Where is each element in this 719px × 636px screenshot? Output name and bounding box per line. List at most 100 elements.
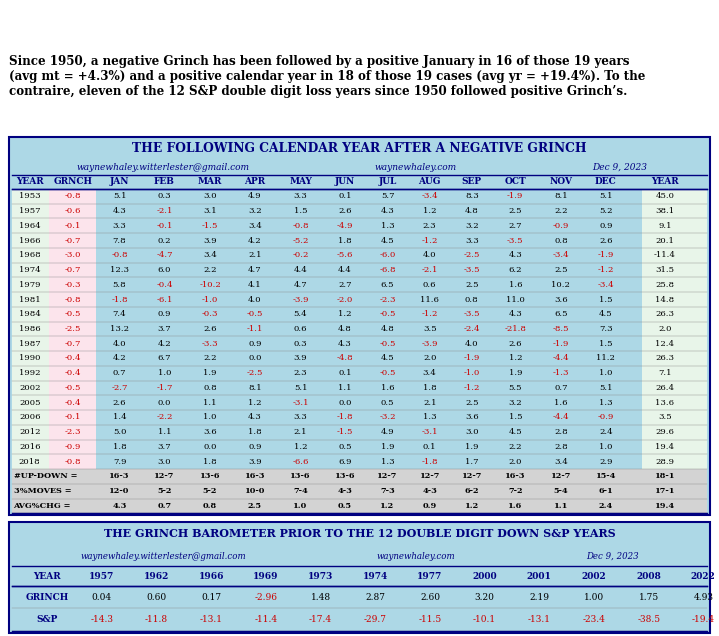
Bar (49, 380, 96, 396)
Text: 2.6: 2.6 (599, 237, 613, 245)
Text: 4-3: 4-3 (337, 487, 352, 495)
Text: 0.0: 0.0 (203, 443, 217, 451)
Text: 1.6: 1.6 (381, 384, 394, 392)
Text: #UP-DOWN =: #UP-DOWN = (14, 473, 77, 480)
Text: -0.7: -0.7 (65, 266, 81, 274)
Text: 3.7: 3.7 (157, 325, 171, 333)
Text: 3.0: 3.0 (203, 192, 217, 200)
Text: 4.5: 4.5 (508, 428, 522, 436)
Text: 13-6: 13-6 (200, 473, 220, 480)
Text: 1992: 1992 (19, 370, 40, 377)
Text: 3.20: 3.20 (475, 593, 495, 602)
Text: 4.2: 4.2 (157, 340, 171, 348)
Text: -0.3: -0.3 (65, 280, 81, 289)
Text: 0.60: 0.60 (147, 593, 167, 602)
Text: 0.1: 0.1 (338, 370, 352, 377)
Bar (12, 277, 49, 292)
Text: 4.8: 4.8 (338, 325, 352, 333)
Text: 1.9: 1.9 (508, 370, 522, 377)
Text: 5.2: 5.2 (599, 207, 613, 215)
Text: 4.5: 4.5 (599, 310, 613, 318)
Text: 3.7: 3.7 (157, 443, 171, 451)
Text: 1.2: 1.2 (423, 207, 436, 215)
Text: 7.9: 7.9 (113, 458, 127, 466)
Text: 4.93: 4.93 (693, 593, 713, 602)
Bar (641, 218, 707, 233)
Text: Dec 9, 2023: Dec 9, 2023 (592, 163, 646, 172)
Text: 3.9: 3.9 (294, 354, 307, 363)
Text: -2.5: -2.5 (464, 251, 480, 259)
Text: 1.3: 1.3 (423, 413, 436, 422)
Text: 31.5: 31.5 (655, 266, 674, 274)
Text: 0.6: 0.6 (294, 325, 307, 333)
Text: 2.7: 2.7 (338, 280, 352, 289)
Text: 19.4: 19.4 (655, 443, 674, 451)
Text: YEAR: YEAR (33, 572, 61, 581)
Text: -19.4: -19.4 (692, 615, 715, 624)
Text: -0.4: -0.4 (65, 354, 81, 363)
Text: 3.4: 3.4 (203, 251, 217, 259)
Bar (49, 307, 96, 322)
Text: 0.9: 0.9 (599, 222, 613, 230)
Text: 0.7: 0.7 (554, 384, 568, 392)
Text: 2018: 2018 (19, 458, 40, 466)
Text: 2.0: 2.0 (658, 325, 672, 333)
Text: 14.8: 14.8 (655, 296, 674, 303)
Text: 0.8: 0.8 (203, 384, 217, 392)
Text: 28.9: 28.9 (655, 458, 674, 466)
Text: 0.17: 0.17 (201, 593, 221, 602)
Text: 7.4: 7.4 (113, 310, 127, 318)
Text: -1.2: -1.2 (597, 266, 614, 274)
Text: -0.8: -0.8 (65, 296, 81, 303)
Text: 1968: 1968 (19, 251, 40, 259)
Text: 6.5: 6.5 (554, 310, 568, 318)
Bar (641, 189, 707, 204)
Text: -0.5: -0.5 (247, 310, 263, 318)
Text: 19.4: 19.4 (655, 502, 675, 510)
Text: 1.1: 1.1 (203, 399, 217, 406)
Text: DEC: DEC (595, 177, 617, 186)
Text: -6.0: -6.0 (380, 251, 395, 259)
Text: 4.8: 4.8 (380, 325, 395, 333)
Text: 5-2: 5-2 (203, 487, 217, 495)
Text: 3.9: 3.9 (248, 458, 262, 466)
Text: 26.3: 26.3 (655, 354, 674, 363)
Text: 2.4: 2.4 (599, 428, 613, 436)
Text: -2.1: -2.1 (156, 207, 173, 215)
Text: -4.8: -4.8 (336, 354, 353, 363)
Text: -13.1: -13.1 (528, 615, 551, 624)
Text: S&P: S&P (37, 615, 58, 624)
Text: 6.7: 6.7 (157, 354, 171, 363)
Text: GRNCH: GRNCH (54, 177, 93, 186)
Text: 3.6: 3.6 (465, 413, 479, 422)
Text: 2.60: 2.60 (420, 593, 440, 602)
Text: 0.9: 0.9 (248, 443, 262, 451)
Text: 13-6: 13-6 (290, 473, 311, 480)
Text: 3.0: 3.0 (465, 428, 479, 436)
Text: 6.0: 6.0 (157, 266, 171, 274)
Bar (12, 189, 49, 204)
Text: 13.6: 13.6 (655, 399, 674, 406)
Text: 12-7: 12-7 (462, 473, 482, 480)
Text: 2.4: 2.4 (599, 502, 613, 510)
Text: 1.5: 1.5 (294, 207, 307, 215)
Text: 1.8: 1.8 (113, 443, 127, 451)
Text: -0.9: -0.9 (65, 443, 81, 451)
Text: -0.4: -0.4 (156, 280, 173, 289)
Text: 5-2: 5-2 (157, 487, 172, 495)
Bar (49, 351, 96, 366)
Text: 2.2: 2.2 (203, 266, 217, 274)
Text: 4.8: 4.8 (465, 207, 479, 215)
Text: 1.9: 1.9 (465, 443, 479, 451)
Text: -17.4: -17.4 (309, 615, 332, 624)
Text: 4.3: 4.3 (508, 310, 522, 318)
Text: -11.4: -11.4 (255, 615, 278, 624)
Text: -0.1: -0.1 (156, 222, 173, 230)
Text: 7.1: 7.1 (658, 370, 672, 377)
Bar (641, 380, 707, 396)
Bar (12, 233, 49, 248)
Text: -3.2: -3.2 (380, 413, 396, 422)
Text: -2.4: -2.4 (464, 325, 480, 333)
Text: 4.9: 4.9 (248, 192, 262, 200)
Text: 4.7: 4.7 (294, 280, 307, 289)
